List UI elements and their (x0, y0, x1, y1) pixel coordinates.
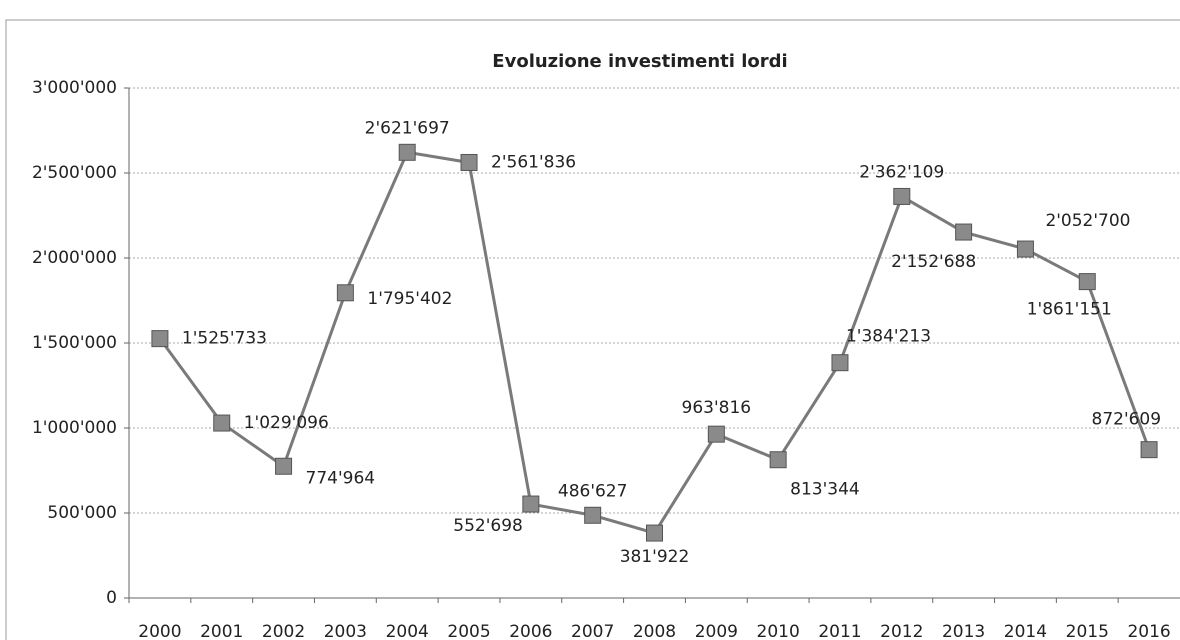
data-label: 1'861'151 (1027, 300, 1112, 320)
x-tick-label: 2015 (1066, 622, 1109, 640)
x-tick-label: 2006 (509, 622, 552, 640)
x-tick-label: 2003 (324, 622, 367, 640)
x-tick-label: 2010 (757, 622, 800, 640)
x-tick-label: 2009 (695, 622, 738, 640)
marker (646, 524, 663, 542)
x-tick-label: 2007 (571, 622, 614, 640)
marker (336, 284, 354, 302)
x-tick-label: 2000 (138, 622, 181, 640)
data-label: 2'052'700 (1045, 211, 1130, 231)
x-tick-label: 2016 (1127, 622, 1170, 640)
x-tick-label: 2004 (386, 622, 429, 640)
x-tick-label: 2013 (942, 622, 985, 640)
x-tick-label: 2014 (1004, 622, 1047, 640)
marker (522, 495, 540, 513)
marker (707, 425, 725, 443)
data-label: 486'627 (558, 481, 628, 501)
marker (151, 330, 169, 348)
y-tick-label: 0 (106, 588, 117, 608)
data-label: 381'922 (620, 547, 690, 567)
data-label: 774'964 (306, 468, 376, 488)
y-tick-label: 1'000'000 (32, 418, 117, 438)
data-label: 1'525'733 (182, 329, 267, 349)
data-label: 2'561'836 (491, 152, 576, 172)
data-label: 813'344 (790, 480, 860, 500)
x-tick-label: 2012 (880, 622, 923, 640)
marker (398, 143, 416, 161)
x-tick-label: 2005 (447, 622, 490, 640)
x-tick-label: 2011 (818, 622, 861, 640)
marker (584, 506, 602, 524)
data-label: 963'816 (682, 398, 752, 418)
x-tick-label: 2008 (633, 622, 676, 640)
data-label: 1'029'096 (244, 413, 329, 433)
marker (1016, 240, 1034, 258)
marker (955, 223, 973, 241)
y-tick-label: 1'500'000 (32, 333, 117, 353)
data-label: 552'698 (453, 516, 523, 536)
data-label: 2'621'697 (365, 118, 450, 138)
marker (1078, 273, 1096, 291)
data-label: 2'362'109 (859, 162, 944, 182)
chart-frame (5, 19, 1180, 640)
y-tick-label: 2'000'000 (32, 248, 117, 268)
data-label: 1'384'213 (846, 327, 931, 347)
data-label: 2'152'688 (891, 252, 976, 272)
chart-title: Evoluzione investimenti lordi (492, 51, 787, 72)
marker (275, 457, 293, 475)
data-label: 1'795'402 (367, 289, 452, 309)
x-tick-label: 2001 (200, 622, 243, 640)
marker (893, 187, 911, 205)
marker (769, 451, 787, 469)
marker (831, 354, 849, 372)
marker (460, 153, 478, 171)
data-label: 872'609 (1092, 410, 1162, 430)
marker (213, 414, 231, 432)
y-tick-label: 500'000 (47, 503, 117, 523)
y-tick-label: 2'500'000 (32, 163, 117, 183)
marker (1140, 441, 1158, 459)
y-tick-label: 3'000'000 (32, 78, 117, 98)
x-tick-label: 2002 (262, 622, 305, 640)
